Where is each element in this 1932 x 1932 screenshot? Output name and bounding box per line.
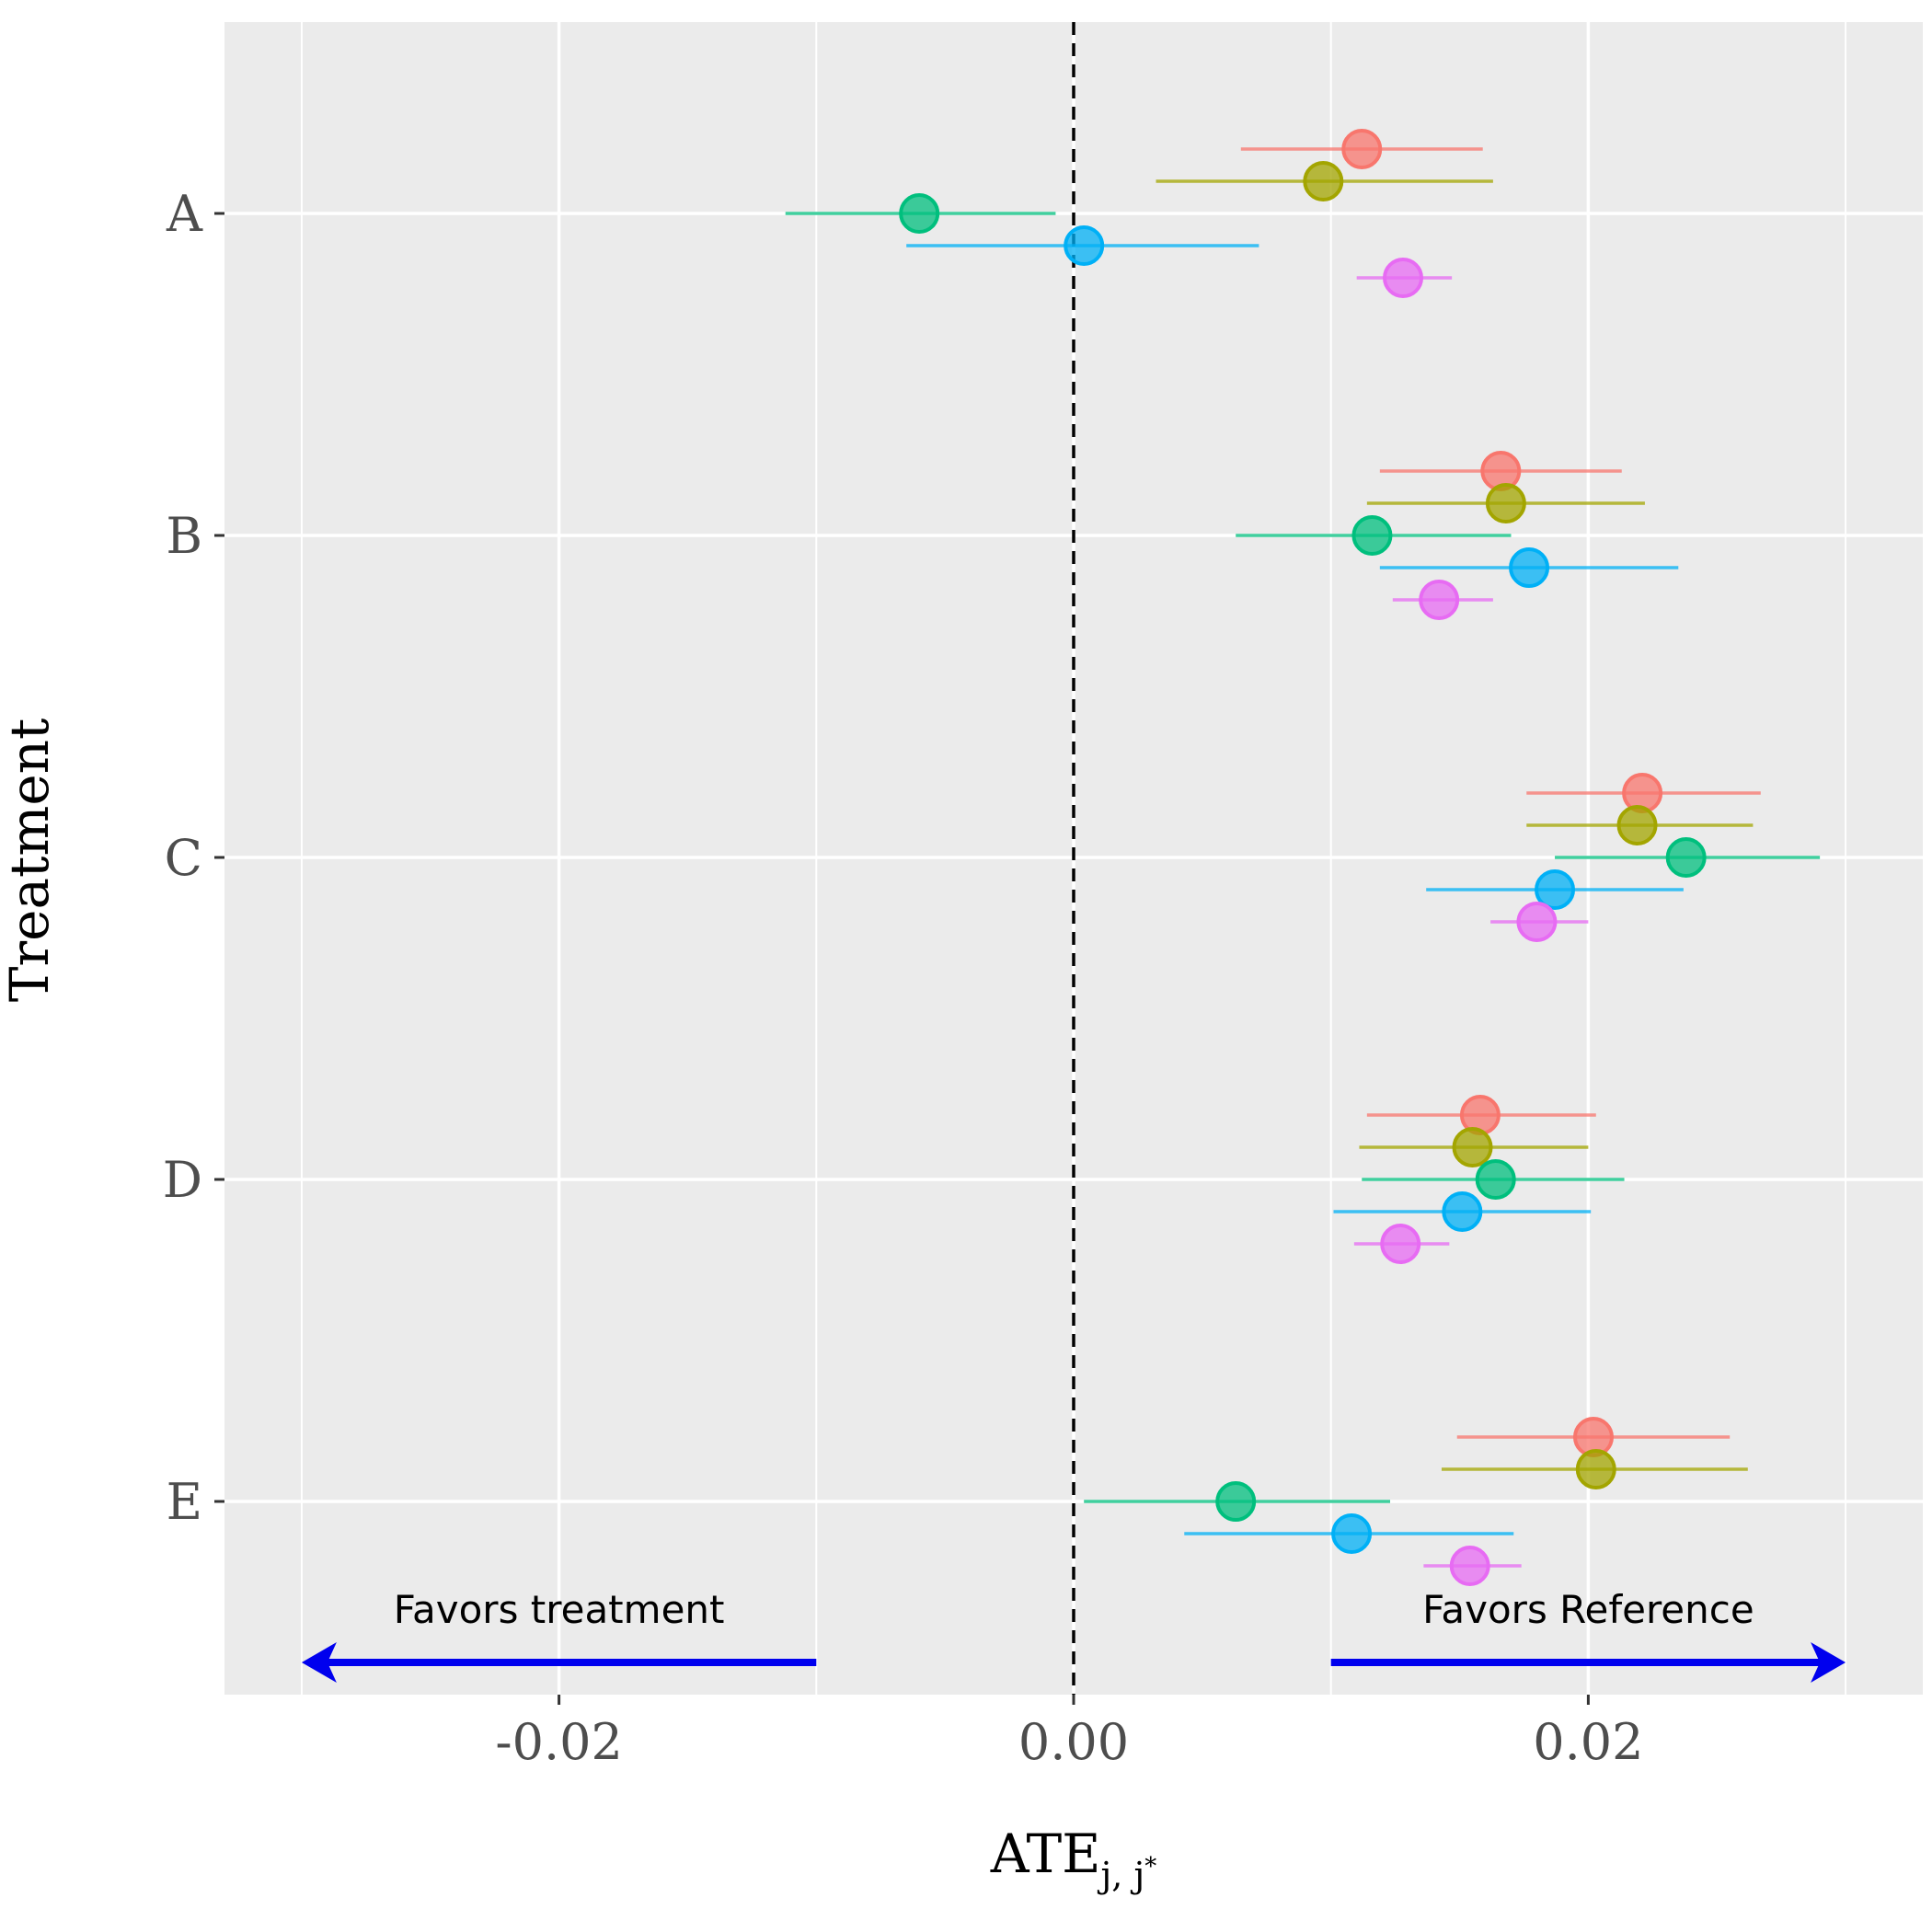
point-series-4-B — [1509, 547, 1550, 588]
y-tick-label-B: B — [166, 507, 202, 565]
point-series-4-C — [1535, 869, 1576, 910]
point-series-3-A — [899, 193, 940, 234]
x-axis-title-subscript: j, j — [1098, 1855, 1145, 1895]
y-tick-label-E: E — [167, 1473, 202, 1531]
point-series-2-C — [1616, 805, 1658, 845]
point-series-2-E — [1575, 1449, 1616, 1489]
point-series-3-B — [1351, 515, 1393, 556]
x-axis-title-main: ATE — [990, 1823, 1101, 1885]
point-series-5-C — [1516, 902, 1558, 942]
y-tick-label-D: D — [163, 1151, 202, 1209]
y-tick-label-A: A — [166, 185, 203, 243]
point-series-5-B — [1419, 580, 1460, 620]
annotation-arrowhead-left — [301, 1642, 337, 1683]
axis-layer: -0.02 0.00 0.02 A B C D E — [163, 185, 1644, 1771]
annotation-label-right: Favors Reference — [1422, 1587, 1754, 1632]
annotation-arrowhead-right — [1811, 1642, 1846, 1683]
y-tick-label-C: C — [165, 829, 202, 887]
annotation-layer: Favors treatment Favors Reference — [301, 1587, 1846, 1683]
point-series-3-E — [1215, 1481, 1257, 1522]
x-tick-label: 0.00 — [1018, 1713, 1129, 1771]
annotation-label-left: Favors treatment — [394, 1587, 725, 1632]
x-axis-title-superscript: * — [1144, 1853, 1156, 1880]
point-series-4-D — [1442, 1191, 1483, 1232]
point-series-4-A — [1064, 225, 1105, 266]
x-tick-label: -0.02 — [495, 1713, 622, 1771]
x-axis-title: ATEj, j* — [990, 1823, 1156, 1895]
point-series-5-D — [1380, 1224, 1421, 1264]
point-series-5-E — [1449, 1546, 1490, 1586]
point-series-5-A — [1383, 258, 1424, 298]
point-series-2-B — [1485, 483, 1526, 523]
point-series-4-E — [1331, 1513, 1373, 1554]
y-axis-title: Treatment — [0, 719, 61, 1003]
marks-layer — [785, 129, 1821, 1586]
point-series-3-C — [1665, 837, 1707, 878]
point-series-3-D — [1475, 1159, 1516, 1200]
point-series-2-A — [1303, 161, 1344, 201]
point-series-2-D — [1452, 1127, 1493, 1167]
point-series-1-A — [1341, 129, 1383, 169]
x-tick-label: 0.02 — [1533, 1713, 1643, 1771]
